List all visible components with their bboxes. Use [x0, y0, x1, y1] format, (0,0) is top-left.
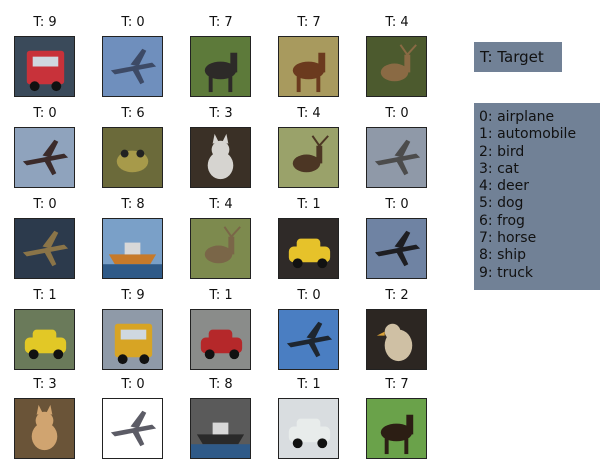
image-tile: T: 0: [101, 15, 165, 97]
cat-image: [14, 398, 75, 459]
legend-class-item: 0: airplane: [479, 109, 555, 125]
cat-image: [190, 127, 251, 188]
tile-label: T: 1: [209, 288, 233, 303]
frog-image: [102, 127, 163, 188]
tile-label: T: 0: [33, 106, 57, 121]
legend-class-item: 4: deer: [479, 178, 529, 195]
tile-label: T: 1: [297, 377, 321, 392]
deer-image: [278, 127, 339, 188]
image-tile: T: 9: [101, 288, 165, 370]
tile-label: T: 0: [121, 15, 145, 30]
tile-label: T: 3: [33, 377, 57, 392]
legend-class-item: 3: cat: [479, 160, 519, 177]
image-tile: T: 0: [101, 377, 165, 459]
tile-label: T: 7: [297, 15, 321, 30]
tile-label: T: 0: [121, 377, 145, 392]
automobile-image: [278, 218, 339, 279]
image-tile: T: 0: [365, 197, 429, 279]
image-tile: T: 0: [277, 288, 341, 370]
tile-label: T: 0: [385, 106, 409, 121]
tile-label: T: 1: [297, 197, 321, 212]
tile-label: T: 0: [385, 197, 409, 212]
legend-class-item: 2: bird: [479, 143, 525, 160]
automobile-image: [190, 309, 251, 370]
legend-class-item: 7: horse: [479, 230, 537, 247]
automobile-image: [14, 309, 75, 370]
deer-image: [190, 218, 251, 279]
tile-label: T: 9: [33, 15, 57, 30]
image-tile: T: 0: [13, 197, 77, 279]
tile-label: T: 0: [33, 197, 57, 212]
legend-class-item: 1: automobile: [479, 126, 577, 143]
tile-label: T: 8: [209, 377, 233, 392]
airplane-image: [366, 218, 427, 279]
image-tile: T: 1: [13, 288, 77, 370]
tile-label: T: 7: [385, 377, 409, 392]
image-tile: T: 4: [365, 15, 429, 97]
tile-label: T: 0: [297, 288, 321, 303]
image-tile: T: 3: [13, 377, 77, 459]
airplane-image: [102, 398, 163, 459]
airplane-image: [102, 36, 163, 97]
deer-image: [366, 36, 427, 97]
tile-label: T: 1: [33, 288, 57, 303]
tile-label: T: 4: [385, 15, 409, 30]
tile-label: T: 2: [385, 288, 409, 303]
tile-label: T: 3: [209, 106, 233, 121]
truck-image: [14, 36, 75, 97]
image-tile: T: 6: [101, 106, 165, 188]
image-tile: T: 1: [189, 288, 253, 370]
tile-label: T: 6: [121, 106, 145, 121]
tile-label: T: 9: [121, 288, 145, 303]
airplane-image: [366, 127, 427, 188]
image-tile: T: 4: [277, 106, 341, 188]
horse-image: [278, 36, 339, 97]
image-tile: T: 4: [189, 197, 253, 279]
image-tile: T: 1: [277, 377, 341, 459]
legend-class-item: 5: dog: [479, 195, 524, 212]
image-tile: T: 7: [365, 377, 429, 459]
ship-image: [102, 218, 163, 279]
image-tile: T: 7: [277, 15, 341, 97]
ship-image: [190, 398, 251, 459]
legend-target-text: T: Target: [480, 48, 544, 66]
tile-label: T: 7: [209, 15, 233, 30]
horse-image: [190, 36, 251, 97]
image-tile: T: 0: [365, 106, 429, 188]
image-tile: T: 2: [365, 288, 429, 370]
horse-image: [366, 398, 427, 459]
image-tile: T: 1: [277, 197, 341, 279]
image-tile: T: 8: [101, 197, 165, 279]
legend-class-item: 6: frog: [479, 212, 525, 229]
image-tile: T: 3: [189, 106, 253, 188]
image-tile: T: 9: [13, 15, 77, 97]
airplane-image: [278, 309, 339, 370]
tile-label: T: 4: [297, 106, 321, 121]
bird-image: [366, 309, 427, 370]
legend-target-box: T: Target: [474, 42, 562, 72]
truck-image: [102, 309, 163, 370]
legend-class-item: 9: truck: [479, 264, 533, 281]
tile-label: T: 4: [209, 197, 233, 212]
image-grid: T: 9 T: 0 T: 7 T: 7 T: 4 T: 0 T: 6 T: 3 T: 4 T: 0…: [13, 15, 429, 459]
image-tile: T: 7: [189, 15, 253, 97]
legend-class-item: 8: ship: [479, 247, 527, 264]
automobile-image: [278, 398, 339, 459]
tile-label: T: 8: [121, 197, 145, 212]
airplane-image: [14, 127, 75, 188]
image-tile: T: 8: [189, 377, 253, 459]
legend-classes-box: 0: airplane 1: automobile 2: bird 3: cat 4: …: [474, 103, 600, 290]
image-tile: T: 0: [13, 106, 77, 188]
airplane-image: [14, 218, 75, 279]
